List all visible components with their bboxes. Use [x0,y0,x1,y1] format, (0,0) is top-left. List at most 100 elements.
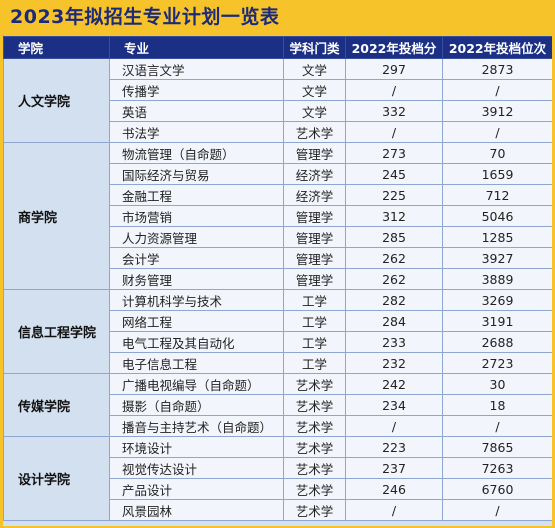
major-name: 书法学 [109,121,284,143]
admission-rank: / [442,121,552,143]
plan-table-panel: 学院 专业 学科门类 2022年投档分 2022年投档位次 人文学院 汉语言文学文… [3,36,552,526]
admission-rank: 1659 [442,163,552,185]
admission-rank: 3912 [442,100,552,122]
table-row: 产品设计 艺术学 246 6760 [4,478,552,500]
admission-rank: 3927 [442,247,552,269]
admission-rank: 6760 [442,478,552,500]
admission-score: 312 [345,205,443,227]
subject-category: 管理学 [283,226,346,248]
table-row: 会计学 管理学 262 3927 [4,247,552,269]
header-score: 2022年投档分 [345,36,443,59]
admission-score: 234 [345,394,443,416]
admission-rank: 712 [442,184,552,206]
table-row: 商学院 物流管理（自命题） 管理学 273 70 [3,142,552,290]
admission-score: / [345,499,443,521]
admission-rank: / [442,79,552,101]
major-name: 计算机科学与技术 [109,289,284,311]
table-row: 信息工程学院 计算机科学与技术 工学 282 3269 [3,289,552,374]
major-name: 视觉传达设计 [109,457,284,479]
table-row: 传媒学院 广播电视编导（自命题） 艺术学 242 30 [3,373,552,437]
major-name: 市场营销 [109,205,284,227]
subject-category: 管理学 [283,205,346,227]
admission-score: 332 [345,100,443,122]
major-name: 广播电视编导（自命题） [109,373,284,395]
subject-category: 管理学 [283,142,346,164]
major-name: 风景园林 [109,499,284,521]
subject-category: 艺术学 [283,394,346,416]
table-row: 视觉传达设计 艺术学 237 7263 [4,457,552,479]
subject-category: 艺术学 [283,499,346,521]
admission-rank: 7865 [442,436,552,458]
subject-category: 管理学 [283,268,346,290]
admission-rank: 7263 [442,457,552,479]
college-name: 信息工程学院 [3,289,110,374]
admission-score: 284 [345,310,443,332]
major-name: 传播学 [109,79,284,101]
admission-score: 297 [345,58,443,80]
page-title: 2023年拟招生专业计划一览表 [10,6,280,28]
table-body: 人文学院 汉语言文学 文学 297 2873 传播学 文学 / / 英语 文学 332 3912 书法学艺… [3,58,552,521]
admission-rank: 3191 [442,310,552,332]
major-name: 播音与主持艺术（自命题） [109,415,284,437]
table-row: 国际经济与贸易 经济学 245 1659 [4,163,552,185]
major-name: 财务管理 [109,268,284,290]
table-row: 金融工程 经济学 225 712 [4,184,552,206]
admission-score: 262 [345,268,443,290]
table-row: 人力资源管理 管理学 285 1285 [4,226,552,248]
admission-rank: / [442,499,552,521]
admission-score: 282 [345,289,443,311]
major-name: 产品设计 [109,478,284,500]
admission-rank: 3889 [442,268,552,290]
admission-rank: 3269 [442,289,552,311]
subject-category: 经济学 [283,163,346,185]
college-name: 商学院 [3,142,110,290]
admission-score: 223 [345,436,443,458]
header-major: 专业 [109,36,284,59]
header-college: 学院 [3,36,110,59]
table-row: 电气工程及其自动化 工学 233 2688 [4,331,552,353]
header-rank: 2022年投档位次 [442,36,552,59]
major-name: 物流管理（自命题） [109,142,284,164]
admission-rank: 70 [442,142,552,164]
subject-category: 艺术学 [283,121,346,143]
major-name: 金融工程 [109,184,284,206]
admission-rank: 18 [442,394,552,416]
table-row: 人文学院 汉语言文学 文学 297 2873 [3,58,552,143]
admission-score: 233 [345,331,443,353]
major-name: 汉语言文学 [109,58,284,80]
subject-category: 工学 [283,352,346,374]
major-name: 电子信息工程 [109,352,284,374]
admission-rank: 5046 [442,205,552,227]
admission-score: / [345,121,443,143]
admission-score: 237 [345,457,443,479]
table-row: 市场营销 管理学 312 5046 [4,205,552,227]
college-name: 人文学院 [3,58,110,143]
admission-rank: 1285 [442,226,552,248]
subject-category: 经济学 [283,184,346,206]
admission-rank: 2873 [442,58,552,80]
table-row: 播音与主持艺术（自命题） 艺术学 / / [4,415,552,437]
admission-rank: 30 [442,373,552,395]
major-name: 会计学 [109,247,284,269]
admission-score: / [345,79,443,101]
header-category: 学科门类 [283,36,346,59]
major-name: 摄影（自命题） [109,394,284,416]
major-name: 国际经济与贸易 [109,163,284,185]
table-row: 财务管理 管理学 262 3889 [4,268,552,290]
college-name: 传媒学院 [3,373,110,437]
table-row: 风景园林 艺术学 / / [4,499,552,521]
subject-category: 艺术学 [283,436,346,458]
admission-score: 262 [345,247,443,269]
major-name: 电气工程及其自动化 [109,331,284,353]
admission-score: 285 [345,226,443,248]
subject-category: 文学 [283,58,346,80]
subject-category: 艺术学 [283,457,346,479]
admission-score: 225 [345,184,443,206]
major-name: 环境设计 [109,436,284,458]
subject-category: 文学 [283,100,346,122]
admission-rank: / [442,415,552,437]
enrollment-plan-table: 学院 专业 学科门类 2022年投档分 2022年投档位次 人文学院 汉语言文学文… [3,36,552,521]
table-row: 电子信息工程 工学 232 2723 [4,352,552,374]
subject-category: 工学 [283,310,346,332]
header-row: 学院 专业 学科门类 2022年投档分 2022年投档位次 [3,36,552,59]
